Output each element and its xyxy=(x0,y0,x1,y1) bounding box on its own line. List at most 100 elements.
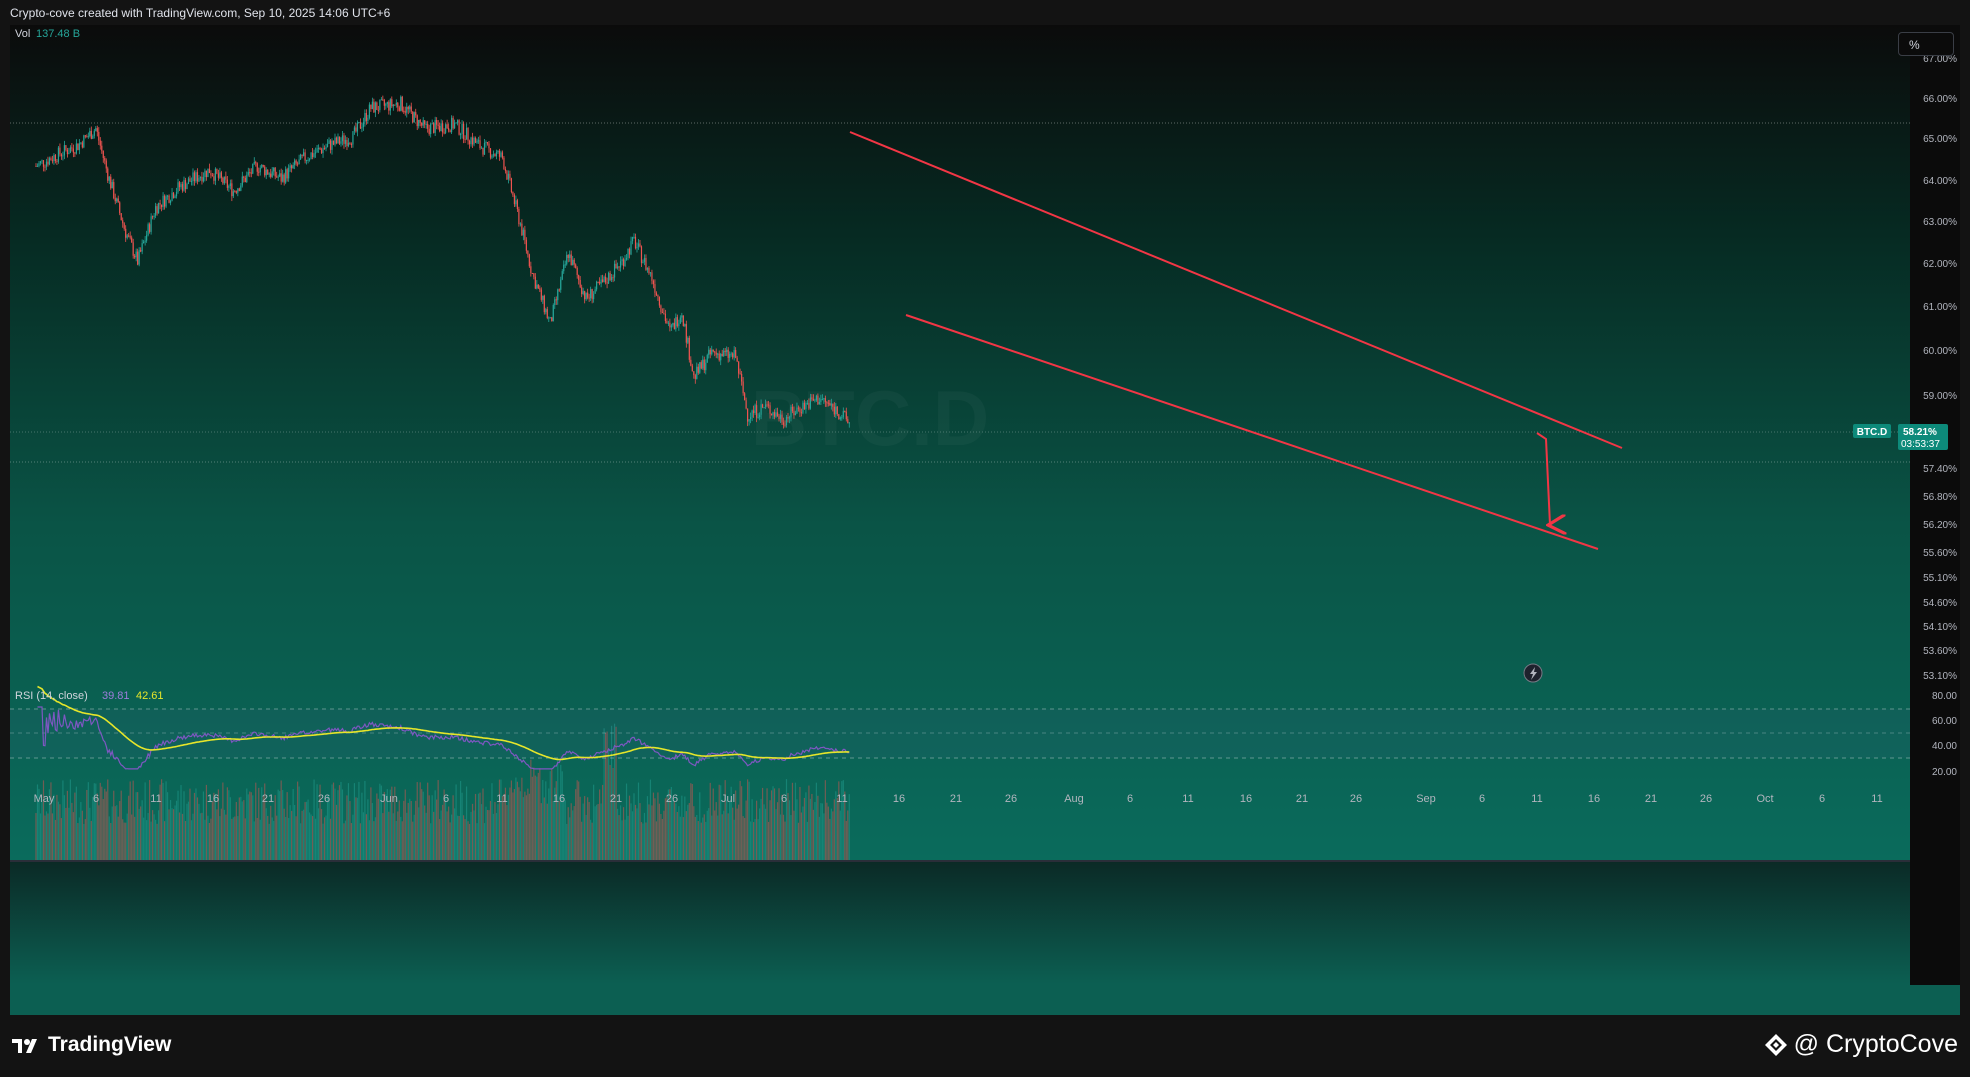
percent-scale-button[interactable]: % xyxy=(1898,32,1954,56)
channel-upper-trendline[interactable] xyxy=(849,131,1623,449)
volume-bar xyxy=(425,812,427,860)
candle-body xyxy=(615,263,617,269)
volume-bar xyxy=(65,807,67,860)
candle-body xyxy=(745,400,747,409)
candle-body xyxy=(723,350,725,357)
volume-bar xyxy=(371,803,373,860)
candle-body xyxy=(658,296,661,306)
candle-body xyxy=(39,161,42,164)
volume-bar xyxy=(761,787,764,860)
candle-body xyxy=(253,162,255,164)
price-tick-label: 64.00% xyxy=(1923,176,1957,187)
candlesticks xyxy=(35,95,850,429)
volume-bar xyxy=(613,723,616,860)
candle-body xyxy=(830,403,832,406)
candle-body xyxy=(364,112,366,123)
time-tick-label: 21 xyxy=(610,793,622,805)
time-tick-label: 21 xyxy=(1645,793,1657,805)
author-handle[interactable]: @ CryptoCove xyxy=(1764,1030,1958,1059)
volume-bars xyxy=(35,723,850,860)
candle-body xyxy=(566,255,568,265)
candle-body xyxy=(168,195,170,203)
candle-body xyxy=(578,275,580,280)
candle-body xyxy=(303,152,305,156)
price-axis[interactable]: 67.00% 66.00% 65.00% 64.00% 63.00% 62.00% 61.0… xyxy=(1923,54,1957,682)
candle-body xyxy=(259,167,261,173)
price-tick-label: 56.20% xyxy=(1923,520,1957,531)
rsi-axis[interactable]: 80.00 60.00 40.00 20.00 xyxy=(1932,691,1957,778)
candle-body xyxy=(811,397,813,400)
volume-bar xyxy=(503,793,505,860)
volume-bar xyxy=(555,781,557,860)
volume-bar xyxy=(433,811,435,860)
candle-body xyxy=(784,424,786,426)
candle-body xyxy=(533,273,535,277)
volume-bar xyxy=(177,790,179,860)
price-tick-label: 65.00% xyxy=(1923,134,1957,145)
volume-bar xyxy=(669,789,671,860)
candle-body xyxy=(271,171,273,177)
channel-lower-trendline[interactable] xyxy=(905,314,1599,550)
candle-body xyxy=(380,99,382,101)
candle-body xyxy=(418,119,420,127)
last-price-symbol: BTC.D xyxy=(1857,427,1888,438)
time-tick-label: 6 xyxy=(443,793,449,805)
volume-bar xyxy=(95,783,97,860)
volume-bar xyxy=(643,812,646,860)
volume-bar xyxy=(87,782,89,860)
volume-bar xyxy=(524,791,526,860)
candle-body xyxy=(593,293,595,300)
volume-bar xyxy=(833,799,835,860)
time-tick-label: 11 xyxy=(1871,793,1882,805)
volume-bar xyxy=(709,782,711,860)
volume-bar xyxy=(732,807,734,860)
candle-body xyxy=(101,145,103,151)
volume-bar xyxy=(500,779,502,860)
candle-body xyxy=(815,395,817,401)
volume-bar xyxy=(47,813,49,860)
volume-bar xyxy=(708,808,710,860)
candle-body xyxy=(551,317,553,322)
lightning-icon[interactable] xyxy=(1523,663,1543,683)
chart-area[interactable]: BTC.D 67.00% 66.00% 65.00 xyxy=(10,25,1960,1015)
last-price-label: BTC.D 58.21% 03:53:37 xyxy=(1853,424,1948,450)
volume-bar xyxy=(252,795,254,860)
candle-body xyxy=(416,115,418,127)
candle-body xyxy=(540,289,542,300)
volume-bar xyxy=(410,800,412,860)
volume-bar xyxy=(129,781,131,860)
candle-body xyxy=(461,123,463,135)
volume-bar xyxy=(649,779,652,860)
volume-bar xyxy=(220,808,222,860)
projection-arrow[interactable] xyxy=(1536,432,1550,525)
candle-body xyxy=(477,140,480,142)
candle-body xyxy=(138,250,140,265)
candle-body xyxy=(77,143,79,150)
tradingview-logo[interactable]: TradingView xyxy=(12,1033,171,1057)
volume-bar xyxy=(471,803,474,860)
volume-bar xyxy=(724,780,726,860)
candle-body xyxy=(187,178,190,184)
volume-bar xyxy=(757,819,759,860)
candle-body xyxy=(190,181,193,183)
chart-svg[interactable]: BTC.D 67.00%66.00%65.00 xyxy=(10,25,1960,1015)
candle-body xyxy=(778,416,780,419)
volume-bar xyxy=(690,783,692,860)
volume-bar xyxy=(89,807,91,860)
candle-body xyxy=(86,136,88,138)
volume-bar xyxy=(750,821,752,860)
candle-body xyxy=(317,147,320,149)
candle-body xyxy=(279,173,281,177)
candle-body xyxy=(140,250,142,252)
volume-bar xyxy=(563,800,565,860)
candle-body xyxy=(403,110,405,112)
volume-bar xyxy=(784,821,786,860)
candle-body xyxy=(669,322,671,328)
candle-body xyxy=(790,406,792,418)
time-axis[interactable]: May 6 11 16 21 26 Jun 6 11 16 21 26 Jul 6 11 16 21 26 Aug 6… xyxy=(34,793,1883,805)
volume-bar xyxy=(337,790,339,860)
candle-body xyxy=(367,117,369,122)
candle-body xyxy=(527,250,529,255)
volume-bar xyxy=(836,797,838,860)
candle-body xyxy=(628,248,631,255)
